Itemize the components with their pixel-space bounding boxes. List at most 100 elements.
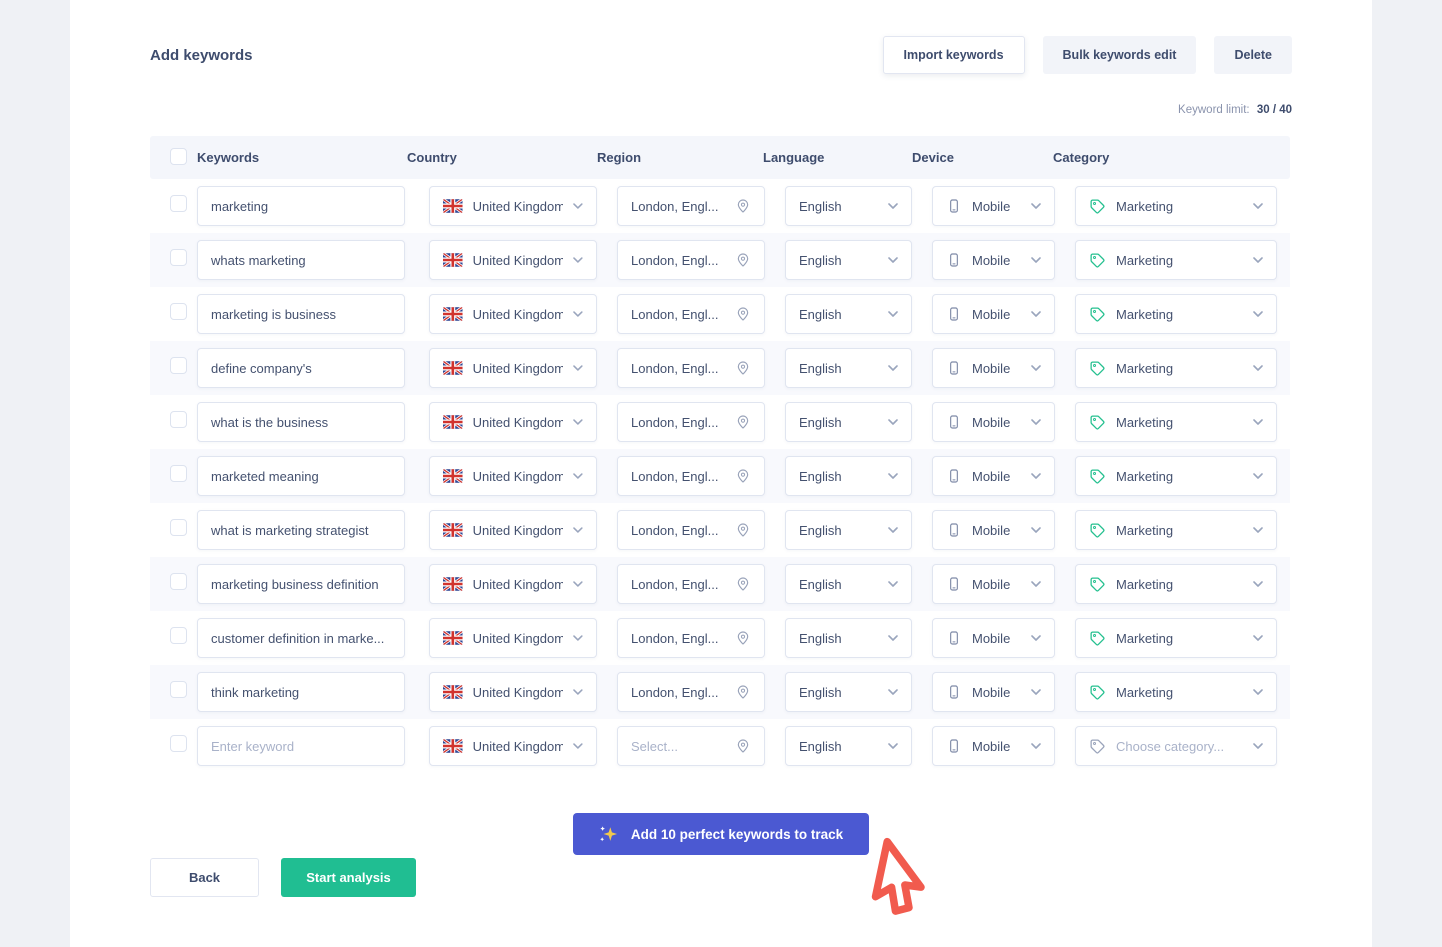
region-value: London, Engl... [631, 252, 719, 268]
region-select[interactable]: London, Engl... [617, 240, 765, 280]
language-select[interactable]: English [785, 456, 912, 496]
region-select[interactable]: London, Engl... [617, 348, 765, 388]
language-select[interactable]: English [785, 672, 912, 712]
country-select[interactable]: United Kingdom [429, 240, 597, 280]
keyword-input[interactable]: customer definition in marke... [197, 618, 405, 658]
row-checkbox[interactable] [170, 195, 187, 212]
language-select[interactable]: English [785, 726, 912, 766]
category-select[interactable]: Marketing [1075, 618, 1277, 658]
keyword-input[interactable]: what is the business [197, 402, 405, 442]
row-checkbox[interactable] [170, 465, 187, 482]
region-select[interactable]: London, Engl... [617, 294, 765, 334]
add-perfect-keywords-label: Add 10 perfect keywords to track [630, 826, 844, 842]
row-checkbox[interactable] [170, 411, 187, 428]
language-select[interactable]: English [785, 186, 912, 226]
country-select[interactable]: United Kingdom [429, 348, 597, 388]
device-select[interactable]: Mobile [932, 510, 1055, 550]
category-select[interactable]: Choose category... [1075, 726, 1277, 766]
device-select[interactable]: Mobile [932, 564, 1055, 604]
device-select[interactable]: Mobile [932, 240, 1055, 280]
delete-button[interactable]: Delete [1214, 36, 1292, 74]
import-keywords-button[interactable]: Import keywords [882, 36, 1025, 74]
region-select[interactable]: London, Engl... [617, 618, 765, 658]
row-checkbox[interactable] [170, 303, 187, 320]
device-select[interactable]: Mobile [932, 618, 1055, 658]
select-all-checkbox[interactable] [170, 147, 187, 165]
device-select[interactable]: Mobile [932, 456, 1055, 496]
region-select[interactable]: London, Engl... [617, 186, 765, 226]
category-select[interactable]: Marketing [1075, 402, 1277, 442]
language-select[interactable]: English [785, 240, 912, 280]
category-select[interactable]: Marketing [1075, 348, 1277, 388]
row-checkbox[interactable] [170, 573, 187, 590]
row-checkbox[interactable] [170, 735, 187, 752]
chevron-down-icon [1031, 581, 1041, 587]
chevron-down-icon [1031, 311, 1041, 317]
add-perfect-keywords-button[interactable]: Add 10 perfect keywords to track [572, 813, 870, 855]
category-select[interactable]: Marketing [1075, 672, 1277, 712]
language-select[interactable]: English [785, 564, 912, 604]
language-select[interactable]: English [785, 294, 912, 334]
category-select[interactable]: Marketing [1075, 564, 1277, 604]
language-select[interactable]: English [785, 402, 912, 442]
device-select[interactable]: Mobile [932, 726, 1055, 766]
category-value: Marketing [1116, 684, 1174, 700]
keyword-input[interactable]: whats marketing [197, 240, 405, 280]
row-checkbox[interactable] [170, 681, 187, 698]
device-value: Mobile [972, 252, 1011, 268]
country-select[interactable]: United Kingdom [429, 726, 597, 766]
device-select[interactable]: Mobile [932, 294, 1055, 334]
keyword-value: think marketing [211, 684, 300, 700]
chevron-down-icon [888, 419, 898, 425]
keyword-input[interactable]: Enter keyword [197, 726, 405, 766]
row-checkbox[interactable] [170, 627, 187, 644]
device-select[interactable]: Mobile [932, 402, 1055, 442]
country-select[interactable]: United Kingdom [429, 510, 597, 550]
row-checkbox[interactable] [170, 519, 187, 536]
category-value: Marketing [1116, 306, 1174, 322]
region-select[interactable]: London, Engl... [617, 564, 765, 604]
country-select[interactable]: United Kingdom [429, 618, 597, 658]
device-select[interactable]: Mobile [932, 186, 1055, 226]
row-checkbox[interactable] [170, 249, 187, 266]
region-select[interactable]: Select... [617, 726, 765, 766]
device-select[interactable]: Mobile [932, 672, 1055, 712]
category-select[interactable]: Marketing [1075, 294, 1277, 334]
row-checkbox[interactable] [170, 357, 187, 374]
language-select[interactable]: English [785, 618, 912, 658]
language-select[interactable]: English [785, 510, 912, 550]
category-select[interactable]: Marketing [1075, 186, 1277, 226]
country-select[interactable]: United Kingdom [429, 294, 597, 334]
region-select[interactable]: London, Engl... [617, 402, 765, 442]
chevron-down-icon [1031, 689, 1041, 695]
device-select[interactable]: Mobile [932, 348, 1055, 388]
keyword-input[interactable]: marketing [197, 186, 405, 226]
country-select[interactable]: United Kingdom [429, 186, 597, 226]
tag-icon [1090, 522, 1105, 537]
language-select[interactable]: English [785, 348, 912, 388]
keyword-input[interactable]: marketing business definition [197, 564, 405, 604]
category-select[interactable]: Marketing [1075, 456, 1277, 496]
keyword-input[interactable]: marketed meaning [197, 456, 405, 496]
mobile-phone-icon [950, 361, 958, 375]
category-select[interactable]: Marketing [1075, 510, 1277, 550]
region-select[interactable]: London, Engl... [617, 510, 765, 550]
keyword-input[interactable]: what is marketing strategist [197, 510, 405, 550]
country-select[interactable]: United Kingdom [429, 672, 597, 712]
keyword-input[interactable]: think marketing [197, 672, 405, 712]
country-select[interactable]: United Kingdom [429, 402, 597, 442]
bulk-keywords-edit-button[interactable]: Bulk keywords edit [1042, 36, 1197, 74]
uk-flag-icon [443, 361, 463, 375]
region-select[interactable]: London, Engl... [617, 672, 765, 712]
back-button[interactable]: Back [150, 858, 259, 897]
country-select[interactable]: United Kingdom [429, 564, 597, 604]
category-select[interactable]: Marketing [1075, 240, 1277, 280]
keyword-input[interactable]: marketing is business [197, 294, 405, 334]
region-select[interactable]: London, Engl... [617, 456, 765, 496]
chevron-down-icon [573, 635, 583, 641]
chevron-down-icon [1253, 365, 1263, 371]
country-select[interactable]: United Kingdom [429, 456, 597, 496]
start-analysis-button[interactable]: Start analysis [281, 858, 416, 897]
category-value: Choose category... [1116, 738, 1225, 754]
keyword-input[interactable]: define company's [197, 348, 405, 388]
